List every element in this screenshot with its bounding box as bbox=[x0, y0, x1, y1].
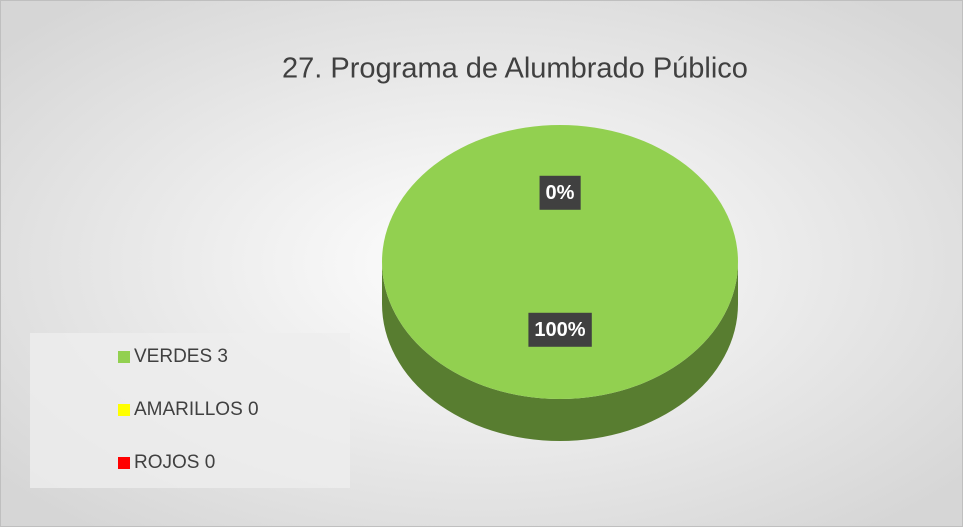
data-label: 100% bbox=[534, 319, 585, 341]
legend-label: AMARILLOS 0 bbox=[134, 399, 259, 420]
legend-label: VERDES 3 bbox=[134, 346, 228, 367]
legend-swatch bbox=[118, 457, 130, 469]
pie-side bbox=[382, 262, 738, 441]
legend-label: ROJOS 0 bbox=[134, 452, 215, 473]
legend-box bbox=[30, 333, 350, 488]
legend-swatch bbox=[118, 404, 130, 416]
data-label: 0% bbox=[546, 182, 575, 204]
pie-slice bbox=[382, 125, 738, 399]
legend-swatch bbox=[118, 351, 130, 363]
data-label-box bbox=[528, 312, 592, 347]
chart-title: 27. Programa de Alumbrado Público bbox=[282, 53, 748, 85]
data-label-box bbox=[539, 175, 581, 210]
